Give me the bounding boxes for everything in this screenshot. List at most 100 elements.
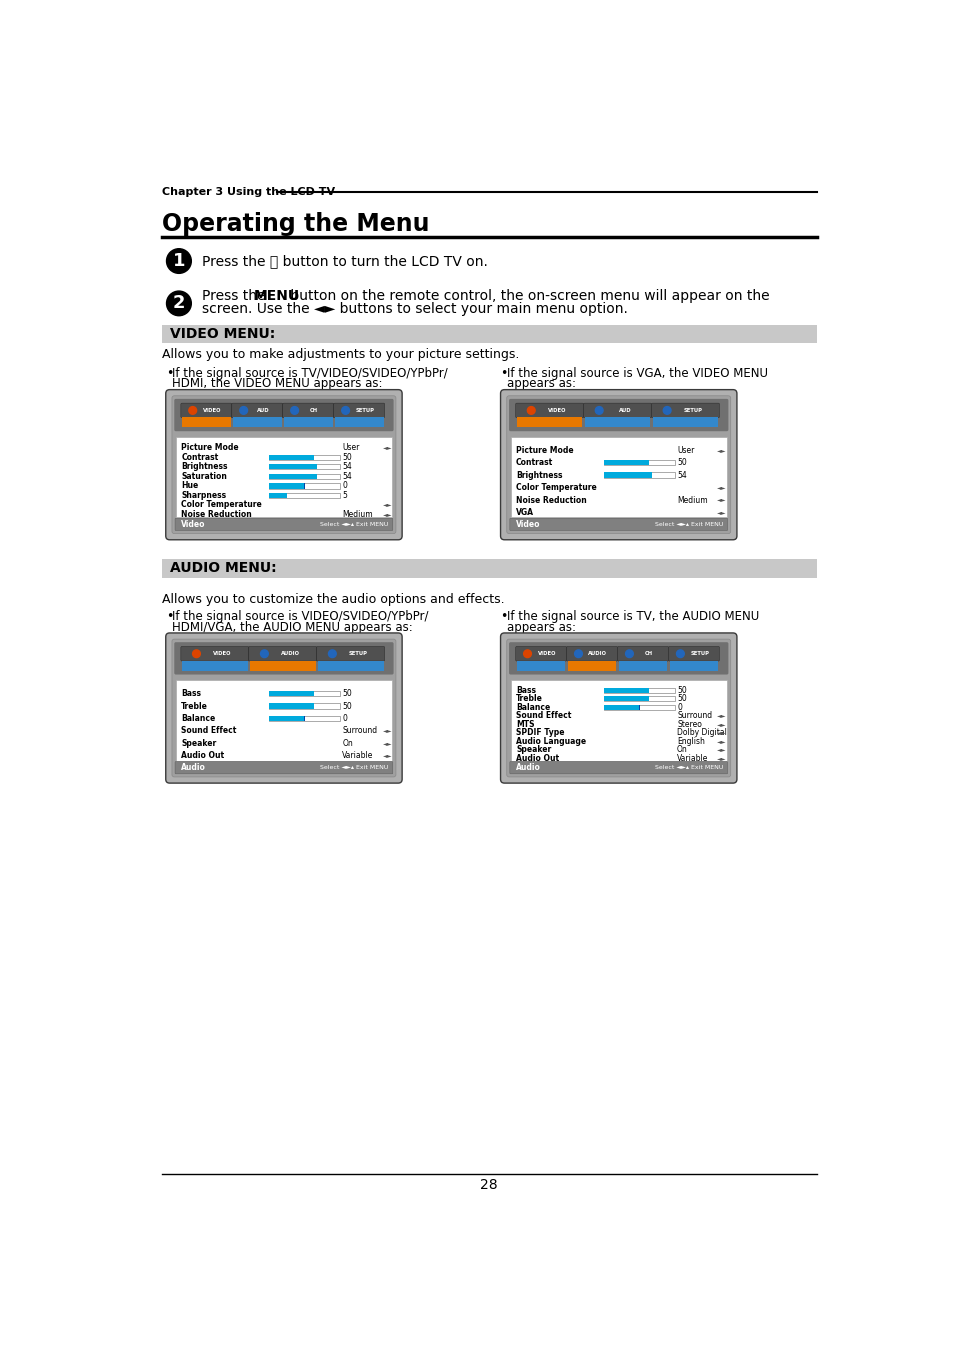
Text: ◄►: ◄► <box>717 756 726 761</box>
Text: SETUP: SETUP <box>355 408 375 413</box>
Text: If the signal source is TV, the AUDIO MENU: If the signal source is TV, the AUDIO ME… <box>506 609 759 623</box>
Text: •: • <box>166 367 172 379</box>
Bar <box>269 483 304 489</box>
Circle shape <box>523 650 531 658</box>
Circle shape <box>167 249 192 274</box>
FancyBboxPatch shape <box>174 399 394 431</box>
Text: ◄►: ◄► <box>717 714 726 718</box>
Text: Allows you to make adjustments to your picture settings.: Allows you to make adjustments to your p… <box>162 348 518 362</box>
Text: ◄►: ◄► <box>717 722 726 727</box>
Text: •: • <box>166 609 172 623</box>
Text: Surround: Surround <box>342 726 377 735</box>
Text: Operating the Menu: Operating the Menu <box>162 213 429 236</box>
Text: •: • <box>500 609 507 623</box>
Text: ◄►: ◄► <box>382 753 392 758</box>
Bar <box>269 703 314 708</box>
Text: 0: 0 <box>342 481 347 490</box>
Bar <box>182 417 231 428</box>
FancyBboxPatch shape <box>509 642 728 674</box>
Text: 50: 50 <box>677 458 686 467</box>
Text: If the signal source is TV/VIDEO/SVIDEO/YPbPr/: If the signal source is TV/VIDEO/SVIDEO/… <box>172 367 447 379</box>
Bar <box>269 474 317 479</box>
Bar <box>269 455 314 460</box>
Text: ◄►: ◄► <box>717 510 726 515</box>
Text: Select ◄►▴ Exit MENU: Select ◄►▴ Exit MENU <box>319 765 388 770</box>
Text: ◄►: ◄► <box>382 502 392 508</box>
Bar <box>603 460 675 466</box>
FancyBboxPatch shape <box>166 390 402 540</box>
Text: ◄►: ◄► <box>717 448 726 452</box>
Text: 50: 50 <box>342 452 352 462</box>
Text: Select ◄►▴ Exit MENU: Select ◄►▴ Exit MENU <box>319 521 388 527</box>
Text: 2: 2 <box>172 294 185 313</box>
Text: Contrast: Contrast <box>181 452 218 462</box>
FancyBboxPatch shape <box>249 646 316 661</box>
Bar <box>603 704 675 709</box>
Text: Speaker: Speaker <box>181 739 216 747</box>
Circle shape <box>574 650 581 658</box>
Text: Sound Effect: Sound Effect <box>516 711 571 720</box>
Text: Saturation: Saturation <box>181 471 227 481</box>
Bar <box>175 436 392 517</box>
Text: ◄►: ◄► <box>382 445 392 451</box>
Text: Contrast: Contrast <box>516 458 553 467</box>
Text: Hue: Hue <box>181 481 198 490</box>
Text: ◄►: ◄► <box>382 728 392 734</box>
Text: MTS: MTS <box>516 720 534 728</box>
Circle shape <box>260 650 268 658</box>
Text: Picture Mode: Picture Mode <box>181 443 238 452</box>
Text: Noise Reduction: Noise Reduction <box>181 510 252 519</box>
Text: Chapter 3 Using the LCD TV: Chapter 3 Using the LCD TV <box>162 187 335 196</box>
Bar <box>162 325 816 344</box>
FancyBboxPatch shape <box>668 646 719 661</box>
Text: Variable: Variable <box>342 751 374 760</box>
Text: Video: Video <box>181 520 206 529</box>
Text: 50: 50 <box>677 685 686 695</box>
Text: VIDEO: VIDEO <box>203 408 221 413</box>
Bar <box>162 559 816 578</box>
Bar <box>603 460 648 466</box>
Bar <box>182 661 248 670</box>
FancyBboxPatch shape <box>617 646 668 661</box>
FancyBboxPatch shape <box>506 639 730 777</box>
Text: •: • <box>500 367 507 379</box>
Text: Sharpness: Sharpness <box>181 490 226 500</box>
Text: 1: 1 <box>172 252 185 269</box>
Bar <box>603 688 675 693</box>
Text: Color Temperature: Color Temperature <box>516 483 597 492</box>
FancyBboxPatch shape <box>509 519 727 531</box>
Text: 5: 5 <box>342 490 347 500</box>
FancyBboxPatch shape <box>566 646 617 661</box>
Bar <box>284 417 333 428</box>
Text: Press the ⏻ button to turn the LCD TV on.: Press the ⏻ button to turn the LCD TV on… <box>202 255 488 268</box>
Bar <box>269 493 286 498</box>
Bar <box>584 417 650 428</box>
Text: ◄►: ◄► <box>717 485 726 490</box>
Bar <box>269 703 340 708</box>
Text: 0: 0 <box>677 703 681 712</box>
FancyBboxPatch shape <box>174 642 394 674</box>
Text: Color Temperature: Color Temperature <box>181 501 262 509</box>
Text: VIDEO: VIDEO <box>548 408 566 413</box>
Bar <box>317 661 383 670</box>
Bar <box>603 696 648 701</box>
Text: SETUP: SETUP <box>690 651 709 657</box>
Text: SPDIF Type: SPDIF Type <box>516 728 564 738</box>
Text: button on the remote control, the on-screen menu will appear on the: button on the remote control, the on-scr… <box>286 288 769 303</box>
Text: On: On <box>677 745 687 754</box>
Bar <box>303 483 305 489</box>
Text: Bass: Bass <box>516 685 536 695</box>
Text: Audio: Audio <box>516 764 540 772</box>
Bar <box>603 704 639 709</box>
Text: Picture Mode: Picture Mode <box>516 445 573 455</box>
Bar <box>269 464 340 470</box>
Circle shape <box>595 406 602 414</box>
Bar <box>567 661 616 670</box>
Bar <box>269 483 340 489</box>
Bar <box>303 716 305 722</box>
Text: 50: 50 <box>677 695 686 703</box>
FancyBboxPatch shape <box>509 399 728 431</box>
Text: VIDEO: VIDEO <box>537 651 556 657</box>
Text: Medium: Medium <box>677 496 707 505</box>
Text: AUDIO MENU:: AUDIO MENU: <box>170 562 276 575</box>
